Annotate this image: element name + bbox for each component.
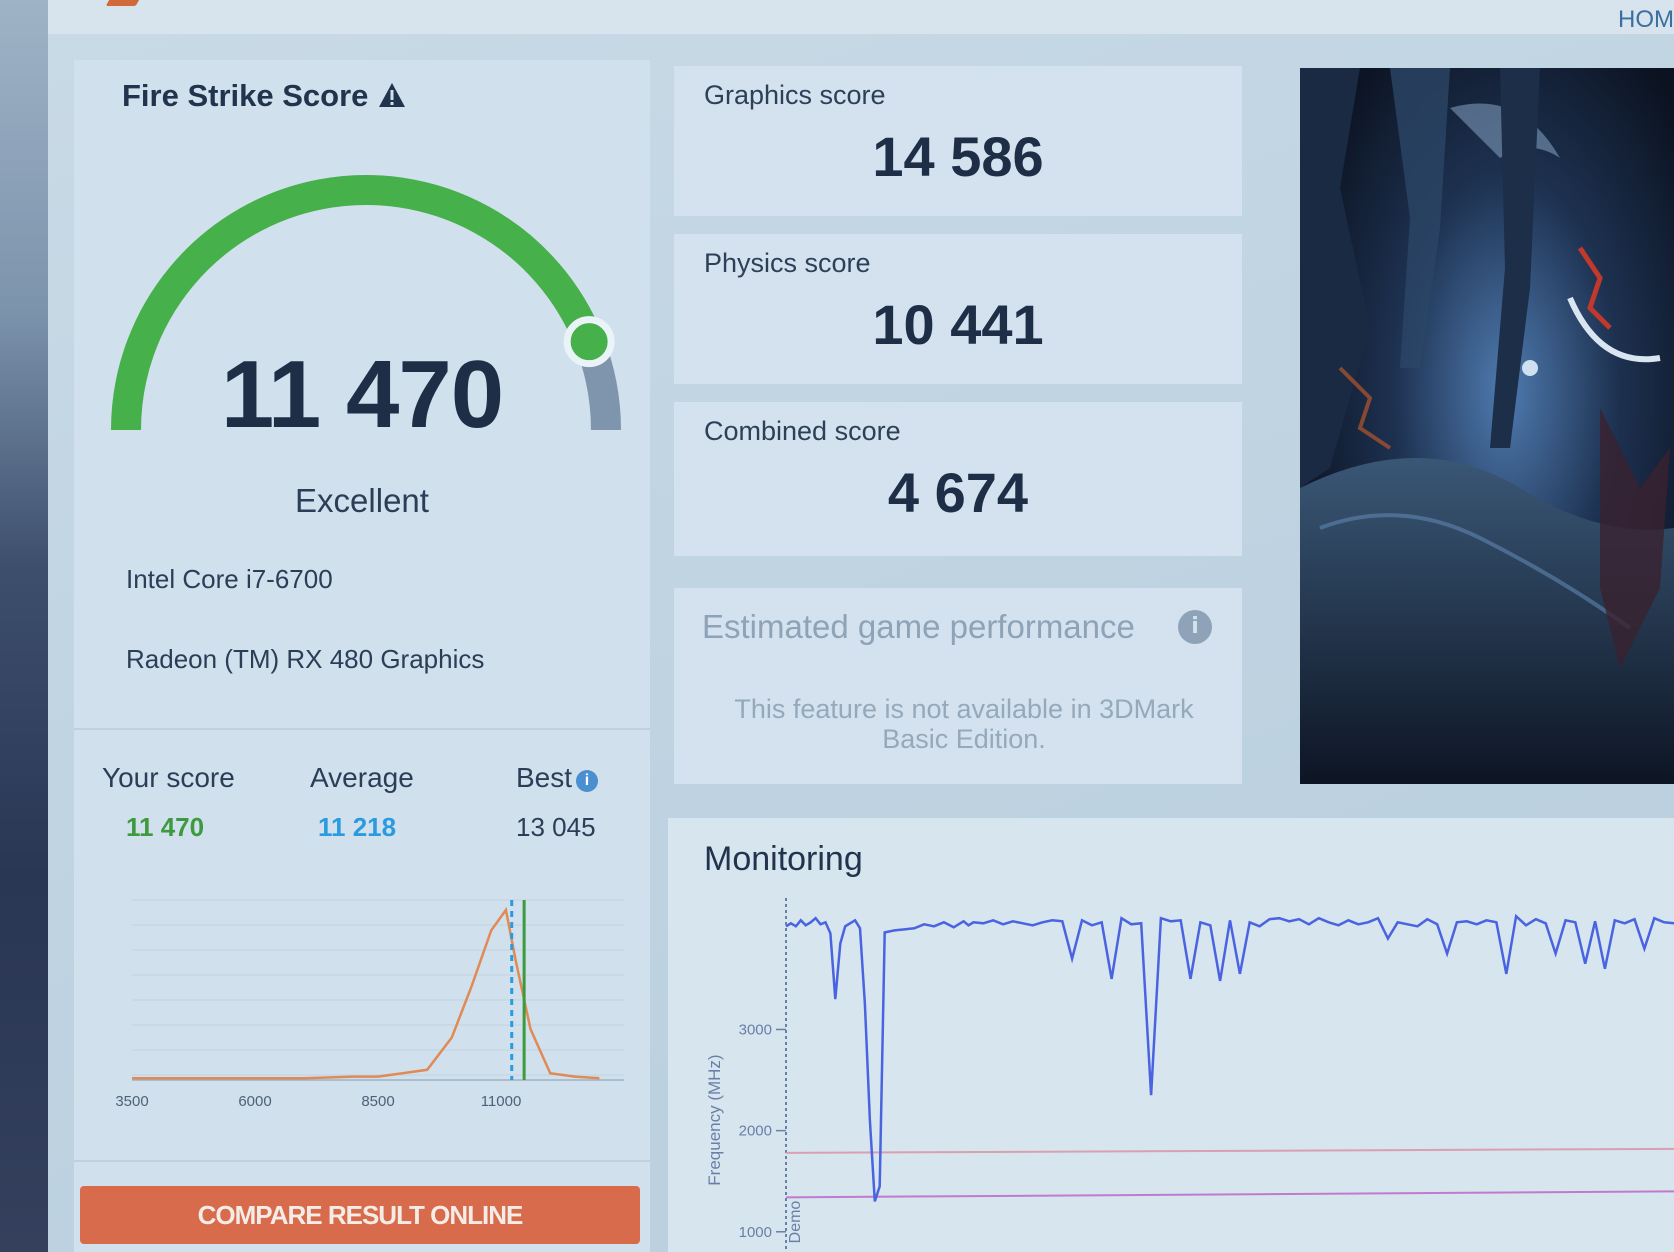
monitoring-title: Monitoring bbox=[704, 840, 863, 878]
monitoring-panel: Monitoring 1000 2000 3000 Frequency (MHz) De… bbox=[668, 818, 1674, 1252]
frequency-monitoring-chart: 1000 2000 3000 Frequency (MHz) Demo bbox=[705, 898, 1674, 1252]
your-score-label: Your score bbox=[102, 762, 235, 793]
warning-triangle-icon[interactable] bbox=[378, 80, 406, 116]
frequency-line bbox=[785, 913, 1674, 1202]
graphics-score-value: 14 586 bbox=[872, 125, 1044, 188]
benchmark-scene-image bbox=[1300, 68, 1674, 784]
panel-divider bbox=[74, 728, 650, 730]
gauge-fill bbox=[111, 175, 604, 431]
score-rating: Excellent bbox=[295, 482, 429, 519]
distribution-line bbox=[132, 906, 600, 1080]
y-tick-label: 3000 bbox=[739, 1021, 772, 1038]
estimated-performance-title: Estimated game performance bbox=[702, 608, 1135, 645]
y-axis-label: Frequency (MHz) bbox=[705, 1054, 724, 1185]
info-icon[interactable]: i bbox=[576, 770, 599, 792]
physics-score-card: Physics score 10 441 bbox=[674, 234, 1242, 384]
gpu-name: Radeon (TM) RX 480 Graphics bbox=[126, 644, 485, 674]
monitor-bezel bbox=[0, 0, 50, 1252]
x-tick-label: 6000 bbox=[238, 1093, 271, 1110]
panel-divider-bottom bbox=[74, 1160, 650, 1162]
scene-artwork bbox=[1300, 68, 1674, 784]
graphics-score-card: Graphics score 14 586 bbox=[674, 66, 1242, 216]
best-label: Best bbox=[516, 762, 573, 793]
reference-line bbox=[785, 1190, 1674, 1199]
y-tick-label: 2000 bbox=[739, 1123, 772, 1140]
graphics-score-label: Graphics score bbox=[704, 80, 886, 110]
x-tick-label: Demo bbox=[787, 1201, 804, 1244]
cpu-name: Intel Core i7-6700 bbox=[126, 564, 333, 594]
x-tick-label: 8500 bbox=[361, 1093, 394, 1110]
nav-home[interactable]: HOM bbox=[1618, 6, 1674, 33]
reference-line bbox=[785, 1147, 1674, 1154]
x-tick-label: 11000 bbox=[481, 1093, 522, 1110]
best-value: 13 045 bbox=[516, 812, 596, 842]
estimated-performance-card: Estimated game performance i This featur… bbox=[674, 588, 1242, 784]
physics-score-label: Physics score bbox=[704, 248, 871, 278]
overall-score: 11 470 bbox=[220, 341, 504, 448]
score-panel: Fire Strike Score 11 470 Excellent Intel… bbox=[74, 60, 650, 1252]
average-value: 11 218 bbox=[318, 812, 397, 842]
info-icon[interactable]: i bbox=[1178, 610, 1212, 644]
gauge-knob bbox=[563, 316, 615, 368]
top-bar: HOM bbox=[48, 0, 1674, 34]
your-score-value: 11 470 bbox=[126, 812, 205, 842]
combined-score-card: Combined score 4 674 bbox=[674, 402, 1242, 556]
app-window: HOM Fire Strike Score 11 470 Excellent I… bbox=[48, 0, 1674, 1252]
combined-score-label: Combined score bbox=[704, 416, 901, 446]
score-title: Fire Strike Score bbox=[122, 78, 369, 113]
physics-score-value: 10 441 bbox=[872, 293, 1044, 356]
average-label: Average bbox=[310, 762, 414, 793]
x-tick-label: 3500 bbox=[115, 1093, 148, 1110]
y-tick-label: 1000 bbox=[739, 1224, 772, 1241]
app-logo bbox=[105, 0, 141, 6]
best-label-row: Best i bbox=[516, 762, 599, 794]
score-distribution-chart: 3500 6000 8500 11000 bbox=[115, 899, 624, 1110]
estimated-performance-message: This feature is not available in 3DMark … bbox=[734, 694, 1194, 754]
compare-result-online-button[interactable]: COMPARE RESULT ONLINE bbox=[80, 1186, 640, 1244]
score-gauge bbox=[111, 175, 621, 431]
score-title-row: Fire Strike Score bbox=[122, 78, 406, 116]
combined-score-value: 4 674 bbox=[887, 461, 1029, 524]
